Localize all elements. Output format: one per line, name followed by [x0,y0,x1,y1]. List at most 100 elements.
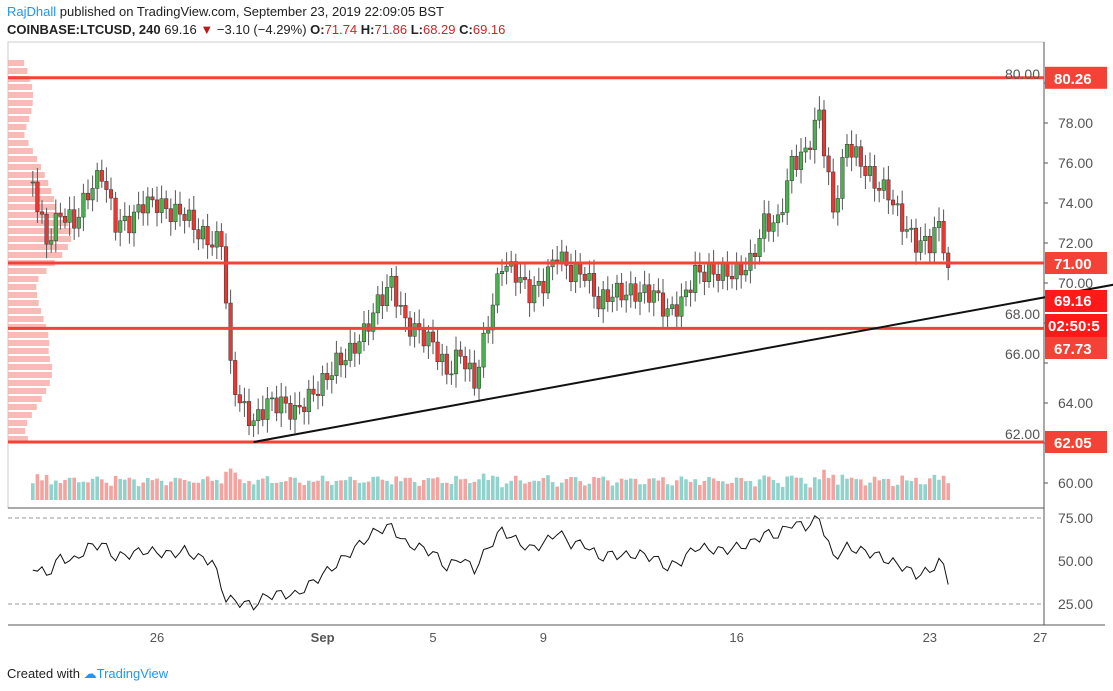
candle-up [384,287,390,306]
candle-up [518,277,523,283]
pane-border [7,41,1045,509]
candle-down [44,213,49,245]
candle-up [651,290,656,303]
volume-bar [449,484,454,500]
candle-down [821,109,827,157]
candle-down [302,406,307,413]
volume-bar [670,485,674,500]
volume-bar [435,477,440,500]
volume-bar [937,479,941,500]
candle-down [849,143,854,158]
candle-up [490,304,495,331]
footer: Created with ☁TradingView [7,666,168,682]
candle-up [844,143,850,158]
volume-profile-bar [8,348,49,354]
volume-bar [886,479,891,500]
volume-bar [592,476,596,500]
date-tick-label: 9 [540,630,547,645]
candle-up [187,209,192,221]
volume-bar [201,479,205,500]
candle-up [789,155,794,181]
candle-down [297,405,302,408]
trendline [253,283,1113,443]
volume-bar [219,483,224,500]
price-tick-label: 64.00 [1058,395,1093,411]
level-label-bg [1045,66,1107,89]
volume-profile-bar [8,332,49,338]
volume-profile-bar [8,204,56,210]
volume-profile-bar [8,68,28,74]
candle-up [95,170,100,189]
volume-bar [146,477,150,500]
candle-down [522,277,528,280]
volume-bar [509,480,513,500]
candle-up [440,353,445,363]
candle-down [150,196,155,201]
volume-bar [633,478,638,500]
o-label: O: [310,22,325,37]
candle-down [403,305,408,319]
volume-profile-bar [8,156,37,162]
candle-up [775,214,781,224]
volume-bar [500,487,504,500]
date-tick-label: Sep [311,630,335,645]
volume-bar [813,477,817,500]
volume-bar [279,481,283,500]
volume-bar [238,479,242,500]
price-tick-label: 78.00 [1058,115,1093,131]
volume-bar [918,484,923,500]
volume-bar [514,475,518,500]
candle-down [877,188,882,191]
volume-bar [339,480,343,500]
volume-bar [463,478,467,500]
candle-down [311,388,316,395]
volume-profile-bar [8,396,42,402]
candle-up [812,119,817,150]
volume-bar [900,475,904,500]
candle-down [99,170,104,182]
volume-bar [426,478,431,500]
candle-down [104,181,109,190]
candle-up [348,342,353,361]
volume-profile-bar [8,164,41,170]
volume-bar [376,476,380,500]
candle-up [909,227,914,230]
volume-profile-bar [8,148,33,154]
level-label-bg [1045,252,1107,274]
tradingview-link[interactable]: TradingView [96,666,169,681]
candle-down [191,209,196,230]
candle-down [913,227,919,253]
candle-down [463,356,468,370]
volume-bar [730,482,734,500]
candle-down [338,352,344,366]
volume-bar [123,479,127,500]
price-tick-label: 80.00 [1005,66,1040,82]
candle-up [936,221,942,228]
volume-bar [527,481,532,500]
candle-down [35,181,40,213]
candle-down [315,393,321,396]
date-tick-label: 23 [923,630,937,645]
candle-down [591,273,597,297]
volume-bar [854,479,858,500]
volume-bar [155,478,159,500]
candle-up [762,213,767,239]
candle-up [854,146,859,158]
candle-down [228,302,233,361]
candle-up [504,265,509,272]
candle-down [233,360,238,395]
candle-down [205,226,210,246]
candle-up [734,262,739,280]
author-link[interactable]: RajDhall [7,4,57,19]
volume-bar [647,478,651,500]
candle-down [219,231,224,247]
volume-bar [481,473,486,500]
volume-profile-bar [8,92,33,98]
level-label: 62.05 [1054,435,1092,452]
volume-bar [297,482,302,500]
candle-up [743,270,748,276]
candle-up [256,409,261,422]
candle-up [670,304,675,309]
candle-up [486,329,491,334]
